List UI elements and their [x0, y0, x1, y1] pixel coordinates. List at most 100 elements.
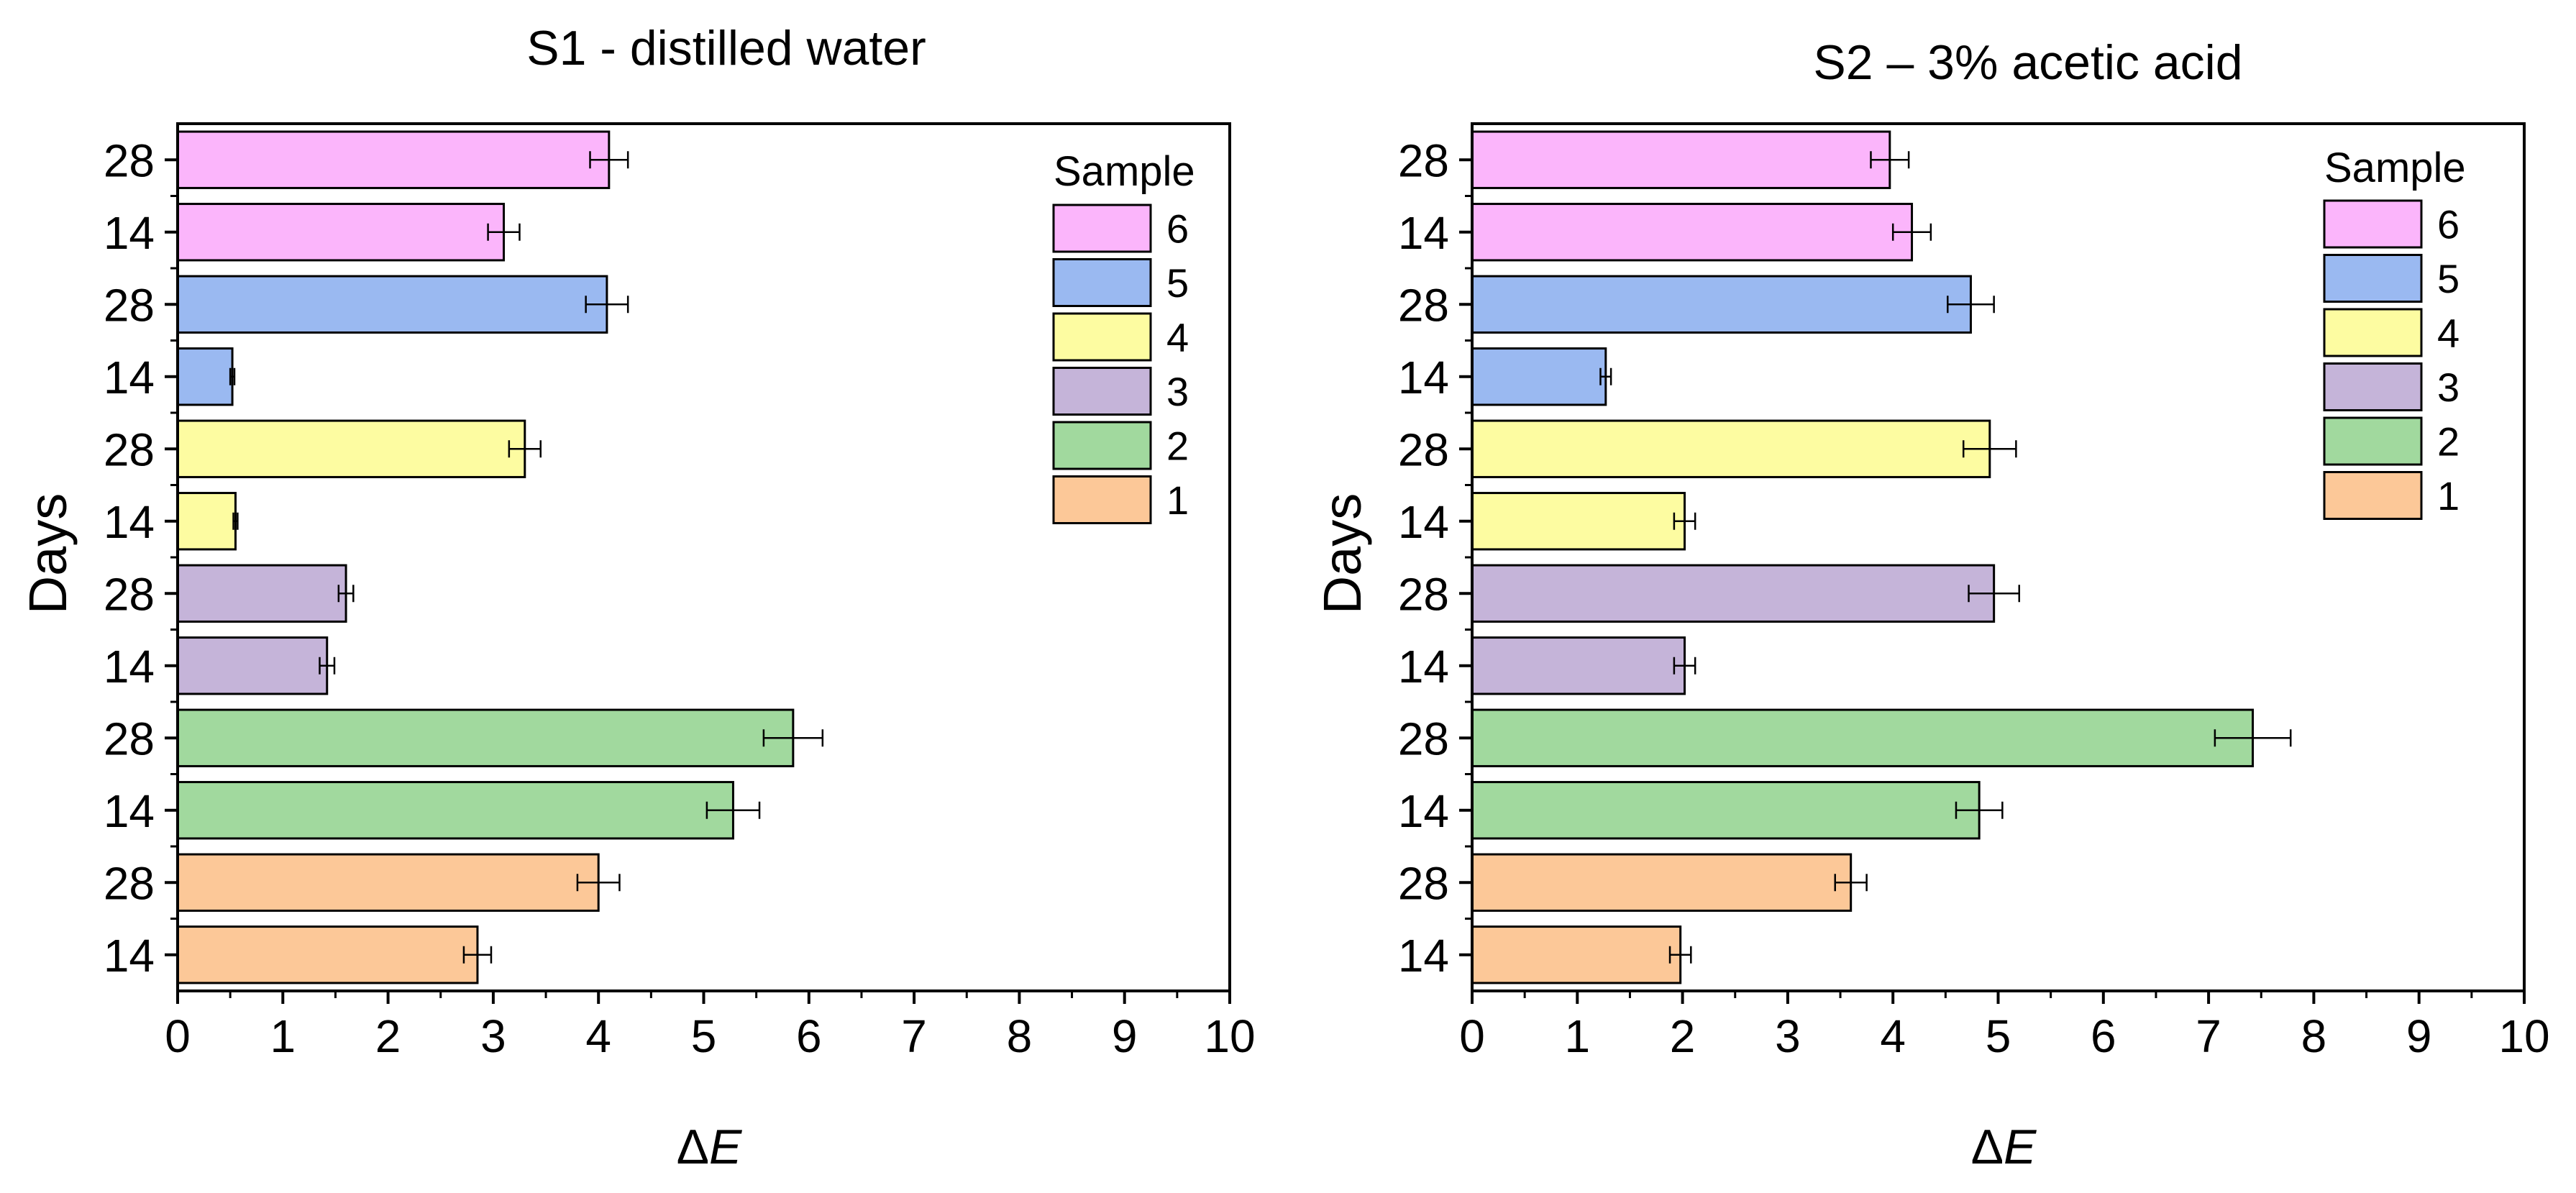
legend-swatch-sample-3: [1052, 367, 1152, 416]
error-bar: [1968, 585, 2021, 603]
x-tick-label: 6: [2091, 1010, 2116, 1062]
legend-label: 1: [2437, 473, 2459, 518]
x-tick-label: 8: [1007, 1010, 1033, 1062]
x-tick-label: 0: [165, 1010, 191, 1062]
legend-swatch-sample-6: [2323, 199, 2423, 249]
y-tick-label: 28: [1398, 857, 1449, 909]
y-tick-label: 14: [1398, 785, 1449, 837]
legend-label: 3: [2437, 365, 2459, 410]
y-axis-label: Days: [1312, 493, 1372, 615]
y-tick-label: 28: [1398, 713, 1449, 764]
y-tick-label: 14: [1398, 930, 1449, 982]
error-bar: [1947, 296, 1995, 314]
error-bar: [1891, 223, 1932, 241]
x-tick-label: 2: [1670, 1010, 1696, 1062]
y-tick-label: 14: [104, 930, 155, 982]
y-tick-label: 14: [1398, 352, 1449, 403]
bar-sample-6-day-14: [176, 203, 506, 262]
bar-sample-5-day-14: [1471, 347, 1607, 406]
bar-sample-6-day-28: [176, 130, 611, 189]
legend-title: Sample: [1054, 148, 1195, 195]
x-tick-label: 4: [585, 1010, 611, 1062]
legend-label: 3: [1166, 369, 1189, 414]
y-tick-label: 28: [1398, 568, 1449, 620]
bar-sample-5-day-28: [1471, 275, 1972, 334]
legend-swatch-sample-5: [1052, 258, 1152, 307]
error-bar: [705, 801, 761, 819]
x-tick-label: 4: [1880, 1010, 1906, 1062]
y-tick-label: 14: [1398, 207, 1449, 259]
bar-sample-3-day-28: [1471, 564, 1996, 623]
y-tick-label: 28: [104, 134, 155, 186]
y-tick-label: 28: [104, 424, 155, 475]
delta-symbol: Δ: [1971, 1120, 2004, 1174]
y-tick-label: 28: [1398, 279, 1449, 331]
x-axis-variable: E: [709, 1120, 742, 1174]
x-tick-label: 2: [375, 1010, 401, 1062]
y-axis-label: Days: [18, 493, 78, 615]
x-tick-label: 6: [796, 1010, 822, 1062]
y-tick-label: 28: [104, 568, 155, 620]
error-bar: [232, 512, 239, 530]
chart-title: S1 - distilled water: [526, 21, 926, 76]
error-bar: [229, 367, 236, 385]
error-bar: [462, 946, 493, 964]
x-tick-label: 3: [1775, 1010, 1801, 1062]
y-tick-label: 14: [104, 496, 155, 548]
legend-swatch-sample-4: [2323, 308, 2423, 357]
x-tick-label: 3: [480, 1010, 506, 1062]
bar-sample-2-day-14: [176, 781, 734, 840]
x-axis-label: ΔE: [677, 1120, 742, 1174]
legend-swatch-sample-1: [2323, 471, 2423, 520]
error-bar: [1834, 874, 1868, 892]
bar-sample-1-day-14: [176, 925, 479, 984]
bar-sample-5-day-14: [176, 347, 234, 406]
y-tick-label: 28: [104, 713, 155, 764]
legend-swatch-sample-4: [1052, 312, 1152, 362]
error-bar: [1599, 367, 1612, 385]
y-tick-label: 28: [104, 857, 155, 909]
x-tick-label: 10: [1204, 1010, 1255, 1062]
legend-label: 2: [2437, 419, 2459, 465]
error-bar: [762, 729, 824, 747]
legend-label: 4: [2437, 311, 2459, 356]
bar-sample-3-day-28: [176, 564, 347, 623]
x-tick-label: 10: [2498, 1010, 2549, 1062]
x-tick-label: 7: [2196, 1010, 2221, 1062]
bar-sample-3-day-14: [1471, 636, 1686, 695]
legend-swatch-sample-3: [2323, 362, 2423, 411]
bar-sample-2-day-28: [1471, 708, 2255, 767]
error-bar: [508, 440, 542, 458]
legend-label: 2: [1166, 424, 1189, 469]
legend-swatch-sample-5: [2323, 254, 2423, 303]
y-tick-label: 28: [1398, 134, 1449, 186]
error-bar: [337, 585, 355, 603]
error-bar: [1962, 440, 2017, 458]
x-tick-label: 9: [2406, 1010, 2432, 1062]
legend-label: 6: [1166, 206, 1189, 252]
error-bar: [585, 296, 629, 314]
bar-sample-4-day-14: [176, 492, 237, 551]
error-bar: [1955, 801, 2004, 819]
legend-label: 4: [1166, 315, 1189, 360]
bar-sample-2-day-28: [176, 708, 795, 767]
legend: Sample 6 5 4 3 2 1: [2323, 145, 2466, 520]
error-bar: [1668, 946, 1692, 964]
y-tick-label: 14: [104, 785, 155, 837]
error-bar: [487, 223, 521, 241]
bar-sample-6-day-14: [1471, 203, 1914, 262]
y-tick-label: 14: [104, 207, 155, 259]
error-bar: [589, 151, 629, 169]
x-axis-label: ΔE: [1971, 1120, 2037, 1174]
bar-sample-2-day-14: [1471, 781, 1981, 840]
bar-sample-4-day-28: [1471, 419, 1991, 478]
x-axis-variable: E: [2004, 1120, 2037, 1174]
panel-s1-distilled-water: S1 - distilled water Days ΔE 14281428142…: [18, 21, 1256, 1174]
y-tick-label: 14: [1398, 641, 1449, 693]
chart-title: S2 – 3% acetic acid: [1813, 35, 2242, 90]
legend-label: 6: [2437, 202, 2459, 247]
bar-sample-3-day-14: [176, 636, 329, 695]
legend-swatch-sample-2: [1052, 421, 1152, 470]
error-bar: [1673, 657, 1696, 675]
